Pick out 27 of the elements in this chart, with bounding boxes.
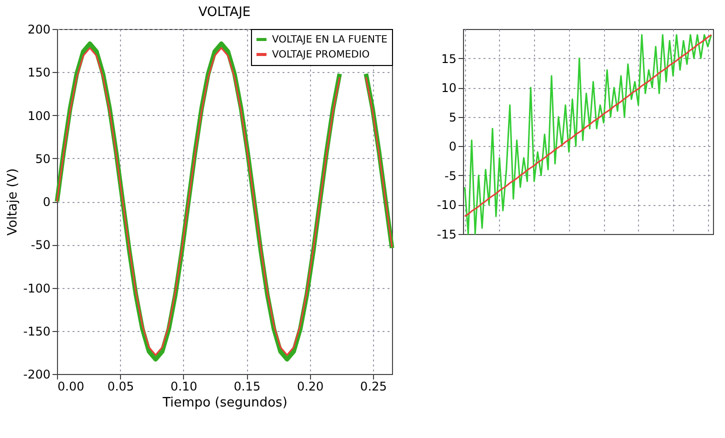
y-tick-label: -50 — [30, 238, 50, 252]
y-tick-label: -10 — [436, 198, 456, 212]
x-tick-label: 0.15 — [234, 380, 260, 394]
y-tick-label: 200 — [28, 22, 50, 36]
y-tick-label: -200 — [23, 368, 50, 382]
y-tick-label: 50 — [35, 152, 50, 166]
y-tick-label: 150 — [28, 66, 50, 80]
y-tick-label: -5 — [444, 168, 456, 183]
legend-label: VOLTAJE EN LA FUENTE — [272, 34, 388, 46]
y-axis-title: Voltaje (V) — [5, 168, 20, 236]
x-axis-title: Tiempo (segundos) — [162, 396, 288, 410]
x-tick-label: 0.25 — [360, 380, 387, 394]
y-tick-label: 10 — [441, 81, 456, 96]
x-tick-label: 0.10 — [170, 380, 198, 394]
y-tick-label: 5 — [448, 110, 456, 124]
x-tick-label: 0.20 — [296, 380, 324, 394]
y-tick-label: 0 — [448, 140, 456, 154]
y-tick-label: 100 — [28, 108, 50, 123]
y-tick-label: 15 — [441, 52, 456, 66]
y-tick-label: -100 — [23, 281, 50, 296]
legend-label: VOLTAJE PROMEDIO — [272, 50, 370, 60]
chart-title: VOLTAJE — [198, 5, 251, 20]
y-tick-label: -150 — [23, 324, 50, 338]
y-tick-label: -15 — [436, 228, 456, 242]
x-tick-label: 0.00 — [58, 380, 84, 394]
x-tick-label: 0.05 — [107, 380, 134, 394]
y-tick-label: 0 — [42, 195, 50, 209]
